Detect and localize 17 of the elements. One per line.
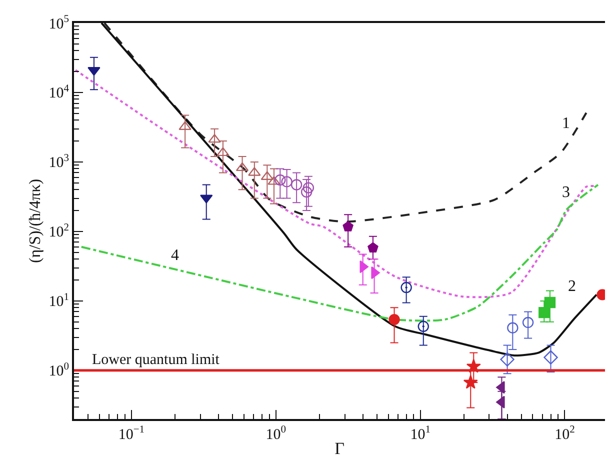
x-tick-label: 10$^{2}$ xyxy=(554,424,575,443)
ref-line-label: Lower quantum limit xyxy=(92,352,220,368)
y-tick-label: 10$^{1}$ xyxy=(48,292,69,310)
y-tick-label: 10$^{2}$ xyxy=(48,222,69,241)
x-tick-label: 10$^{0}$ xyxy=(266,424,286,443)
y-tick-label: 10$^{5}$ xyxy=(48,14,69,32)
annotation: 1 xyxy=(562,115,570,132)
x-tick-label: 10$^{1}$ xyxy=(410,424,430,443)
x-tick-label: 10$^{−1}$ xyxy=(118,424,145,443)
annotation: 3 xyxy=(562,184,570,201)
annotation: 2 xyxy=(568,278,576,295)
annotation: 4 xyxy=(171,247,179,264)
x-axis-title: Γ xyxy=(334,438,345,458)
y-tick-label: 10$^{3}$ xyxy=(48,152,69,172)
y-tick-label: 10$^{0}$ xyxy=(48,361,69,380)
y-axis-title: (η/S)/(ħ/4πκ) xyxy=(27,178,44,264)
y-tick-label: 10$^{4}$ xyxy=(48,83,70,102)
